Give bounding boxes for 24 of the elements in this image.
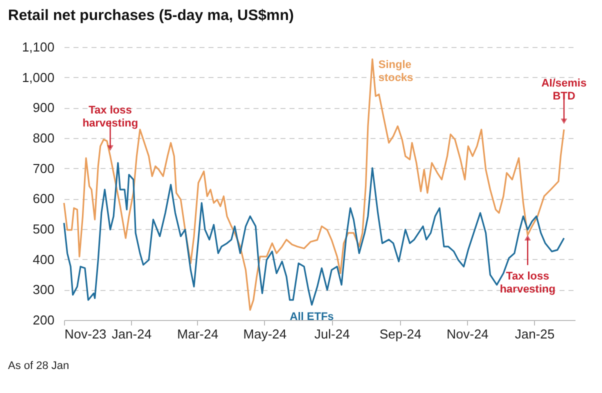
series-label: All ETFs [290,310,334,323]
series-label: Single stocks [378,59,414,84]
text: As of 28 Jan [8,360,70,372]
y-tick-label: 600 [32,191,54,206]
y-tick-label: 200 [32,312,54,328]
x-tick-label: Nov-23 [64,326,106,342]
y-tick-label: 800 [32,130,54,146]
x-tick-label: Nov-24 [446,326,489,342]
y-tick-label: 1,000 [22,70,54,85]
chart-title: Retail net purchases (5-day ma, US$mn) [8,7,294,24]
x-tick-label: May-24 [243,326,287,342]
annotation: Tax loss harvesting [500,270,556,296]
y-tick-label: 300 [32,282,54,298]
line-series [63,162,565,306]
y-tick-label: 400 [32,252,54,267]
y-tick-label: 1,100 [22,40,54,54]
x-tick-label: Mar-24 [177,326,218,342]
x-tick-label: Jul-24 [314,326,350,342]
y-tick-label: 900 [32,100,54,116]
x-tick-label: Jan-25 [514,326,555,342]
x-tick-label: Sep-24 [379,326,422,342]
y-tick-label: 500 [32,222,54,236]
y-tick-label: 700 [32,160,54,176]
x-tick-label: Jan-24 [112,326,152,342]
